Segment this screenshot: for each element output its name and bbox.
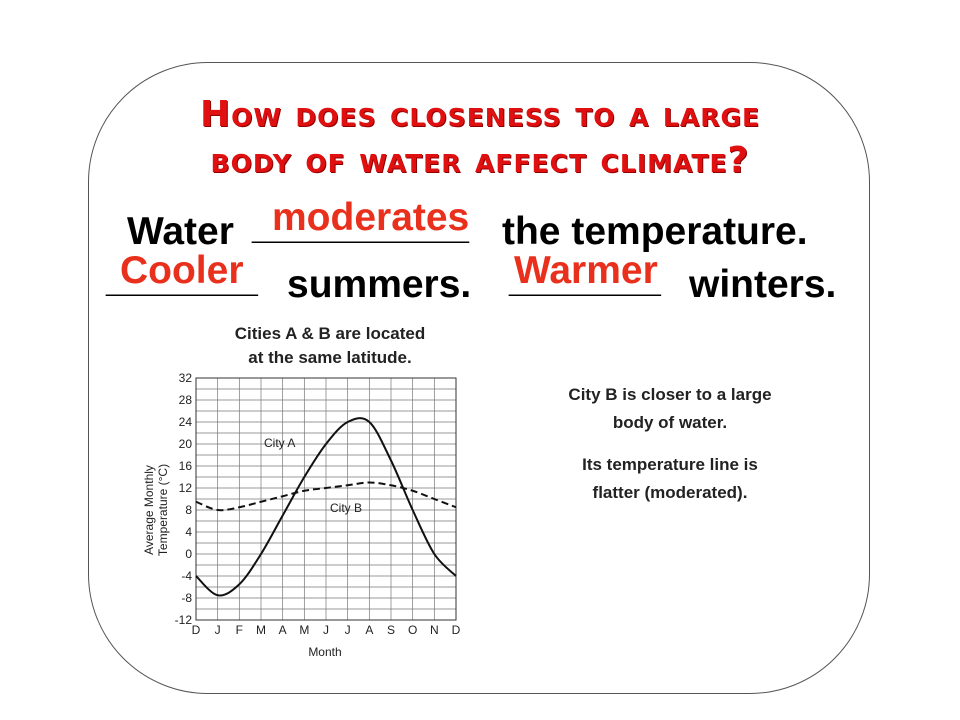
note-line2: body of water. xyxy=(612,413,728,432)
answer-warmer: Warmer xyxy=(514,249,658,292)
sentence2-winters: winters. xyxy=(689,263,837,306)
sentence2-summers: summers. xyxy=(287,263,472,306)
sentence2-blank2: _______ xyxy=(509,257,661,300)
answer-moderates: moderates xyxy=(272,196,470,239)
answer-cooler: Cooler xyxy=(120,249,244,292)
chart-caption: Cities A & B are located at the same lat… xyxy=(170,322,490,370)
sentence2-blank1: _______ xyxy=(106,257,258,300)
note-line1: City B is closer to a large xyxy=(568,385,772,404)
chart-caption-line1: Cities A & B are located xyxy=(234,324,426,343)
sentence1-lead: Water xyxy=(127,210,234,253)
note-line4: flatter (moderated). xyxy=(592,483,748,502)
slide-title-line1: How does closeness to a large xyxy=(199,94,761,135)
note-line3: Its temperature line is xyxy=(582,455,758,474)
chart-caption-line2: at the same latitude. xyxy=(248,348,412,367)
slide-title-line2: body of water affect climate? xyxy=(210,140,750,181)
sentence1-tail: the temperature. xyxy=(502,210,808,253)
notes-block: City B is closer to a large body of wate… xyxy=(505,381,835,507)
sentence1-blank: __________ xyxy=(252,204,469,247)
